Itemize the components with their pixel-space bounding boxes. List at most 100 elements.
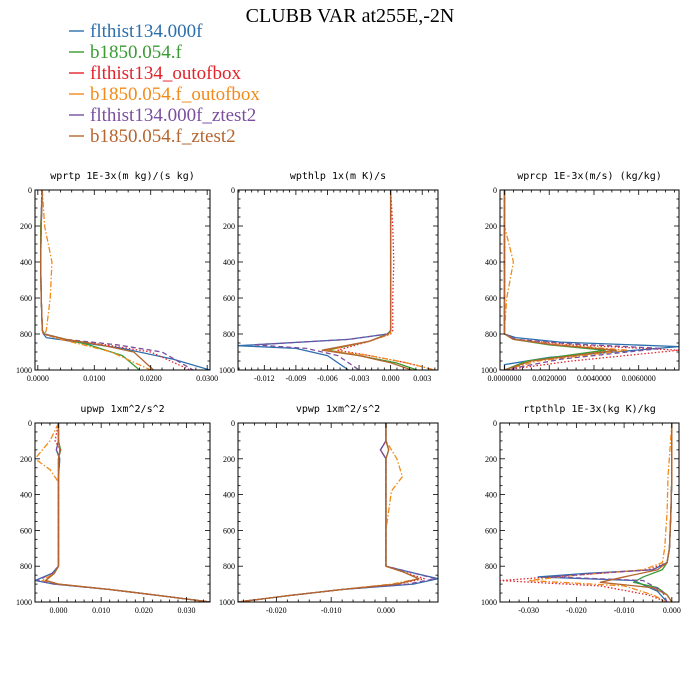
series-group (35, 423, 210, 602)
series-line (41, 190, 151, 370)
series-line (500, 423, 673, 602)
y-tick-label: 400 (20, 491, 32, 500)
y-tick-label: 0 (493, 186, 497, 195)
series-line (238, 423, 438, 602)
y-tick-label: 0 (493, 419, 497, 428)
panel-6: rtpthlp 1E-3x(kg K)/kg 0 200 400 600 800 1000 -… (481, 404, 681, 615)
legend-label: flthist134.000f (90, 21, 203, 42)
x-tick-label: 0.0040000 (577, 374, 611, 383)
x-tick-label: 0.030 (178, 606, 196, 615)
series-line (45, 423, 210, 602)
panel-2: wpthlp 1x(m K)/s 0 200 400 600 800 1000 -0.012 -… (219, 171, 439, 383)
y-tick-label: 400 (485, 491, 497, 500)
plot-frame (237, 189, 439, 371)
x-tick-label: 0.0100 (83, 374, 105, 383)
series-line (45, 423, 210, 602)
series-line (40, 190, 154, 370)
y-tick-label: 800 (485, 330, 497, 339)
y-tick-label: 400 (20, 258, 32, 267)
series-line (40, 190, 210, 370)
series-line (503, 190, 679, 370)
y-tick-label: 400 (223, 491, 235, 500)
y-tick-label: 1000 (16, 366, 32, 375)
x-tick-label: 0.010 (92, 606, 110, 615)
y-tick-label: 200 (485, 222, 497, 231)
y-tick-label: 400 (223, 258, 235, 267)
series-line (238, 423, 420, 602)
y-tick-label: 800 (485, 562, 497, 571)
series-line (503, 190, 629, 370)
x-tick-label: 0.000 (377, 606, 395, 615)
y-tick-label: 800 (223, 330, 235, 339)
x-tick-label: -0.006 (317, 374, 338, 383)
x-tick-label: 0.0060000 (622, 374, 656, 383)
y-tick-label: 200 (223, 222, 235, 231)
y-tick-label: 200 (223, 455, 235, 464)
y-tick-label: 600 (20, 294, 32, 303)
x-tick-label: 0.000 (382, 374, 400, 383)
legend-label: b1850.054.f_outofbox (90, 84, 260, 105)
series-group (40, 190, 210, 370)
legend-label: flthist134_outofbox (90, 63, 241, 84)
series-line (40, 190, 191, 370)
y-tick-label: 200 (485, 455, 497, 464)
series-line (326, 190, 418, 370)
series-line (253, 190, 392, 370)
y-tick-label: 800 (20, 562, 32, 571)
y-tick-label: 1000 (219, 366, 235, 375)
y-tick-label: 0 (231, 419, 235, 428)
y-tick-label: 600 (20, 526, 32, 535)
figure-title: CLUBB VAR at255E,-2N (246, 5, 455, 27)
plot-frame (499, 422, 680, 603)
y-tick-label: 0 (28, 186, 32, 195)
panel-4: upwp 1xm^2/s^2 0 200 400 600 800 1000 0.000 0.01… (16, 404, 211, 615)
y-tick-label: 200 (20, 455, 32, 464)
x-tick-label: 0.003 (413, 374, 431, 383)
y-tick-label: 0 (28, 419, 32, 428)
y-tick-label: 800 (223, 562, 235, 571)
x-tick-label: -0.030 (518, 606, 539, 615)
y-tick-label: 600 (485, 526, 497, 535)
y-tick-label: 600 (223, 526, 235, 535)
series-group (500, 423, 673, 602)
panel-title: vpwp 1xm^2/s^2 (296, 404, 380, 415)
x-tick-label: 0.020 (135, 606, 153, 615)
x-tick-label: -0.010 (614, 606, 635, 615)
x-tick-label: -0.012 (254, 374, 275, 383)
x-tick-label: 0.0000000 (487, 374, 521, 383)
y-tick-label: 0 (231, 186, 235, 195)
series-line (238, 423, 425, 602)
y-tick-label: 400 (485, 258, 497, 267)
x-tick-label: -0.010 (321, 606, 342, 615)
panel-5: vpwp 1xm^2/s^2 0 200 400 600 800 1000 -0.020 -0.… (219, 404, 439, 615)
series-line (337, 190, 435, 370)
series-line (537, 423, 673, 602)
series-line (599, 423, 673, 602)
series-line (45, 423, 210, 602)
x-tick-label: 0.0000 (27, 374, 49, 383)
series-line (633, 423, 673, 602)
legend: flthist134.000fb1850.054.fflthist134_out… (69, 21, 260, 147)
y-tick-label: 1000 (481, 598, 497, 607)
panel-title: wpthlp 1x(m K)/s (290, 171, 386, 182)
series-line (321, 190, 412, 370)
series-line (326, 190, 435, 370)
x-tick-label: 0.000 (663, 606, 681, 615)
series-line (527, 423, 673, 602)
plot-frame (34, 189, 211, 371)
panel-title: wprcp 1E-3x(m/s) (kg/kg) (517, 171, 662, 182)
x-tick-label: -0.009 (286, 374, 307, 383)
series-line (238, 423, 436, 602)
series-line (36, 423, 210, 602)
x-tick-label: -0.003 (349, 374, 370, 383)
x-tick-label: 0.0020000 (532, 374, 566, 383)
series-line (40, 190, 194, 370)
y-tick-label: 200 (20, 222, 32, 231)
x-tick-label: 0.0200 (140, 374, 162, 383)
series-group (503, 190, 679, 370)
plot-frame (237, 422, 439, 603)
y-tick-label: 1000 (219, 598, 235, 607)
panels: wprtp 1E-3x(m kg)/(s kg) 0 200 400 600 800 100… (16, 171, 681, 615)
series-group (238, 190, 435, 370)
